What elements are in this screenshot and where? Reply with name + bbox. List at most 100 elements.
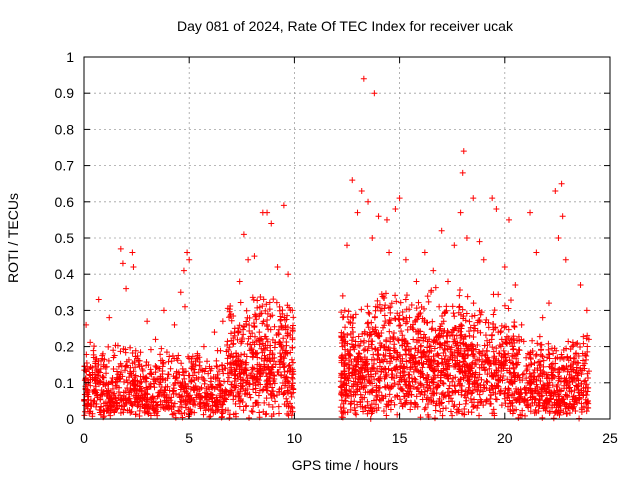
y-tick-label: 0.3 xyxy=(55,302,75,318)
data-point xyxy=(380,294,387,301)
data-point xyxy=(339,343,346,350)
data-point xyxy=(422,352,429,359)
data-point xyxy=(462,355,469,362)
data-point xyxy=(533,249,540,256)
data-point xyxy=(200,411,207,418)
data-point xyxy=(143,384,150,391)
data-point xyxy=(207,391,214,398)
data-point xyxy=(471,322,478,329)
data-point xyxy=(244,375,251,382)
data-point xyxy=(445,329,452,336)
data-point xyxy=(489,372,496,379)
data-point xyxy=(517,393,524,400)
data-point xyxy=(540,405,547,412)
data-point xyxy=(92,360,99,367)
data-point xyxy=(370,360,377,367)
data-point xyxy=(258,310,265,317)
data-point xyxy=(382,302,389,309)
data-point xyxy=(417,328,424,335)
data-point xyxy=(284,350,291,357)
data-point xyxy=(503,357,510,364)
data-point xyxy=(410,383,417,390)
data-point xyxy=(225,347,232,354)
data-point xyxy=(516,347,523,354)
data-point xyxy=(535,408,542,415)
data-point xyxy=(452,388,459,395)
data-point xyxy=(122,349,129,356)
data-point xyxy=(254,376,261,383)
data-point xyxy=(380,343,387,350)
data-point xyxy=(466,332,473,339)
data-point xyxy=(178,404,185,411)
data-point xyxy=(201,368,208,375)
data-point xyxy=(504,376,511,383)
data-point xyxy=(252,400,259,407)
data-point xyxy=(239,335,246,342)
data-point xyxy=(200,343,207,350)
data-point xyxy=(228,317,235,324)
data-point xyxy=(188,355,195,362)
data-point xyxy=(197,385,204,392)
data-point xyxy=(396,322,403,329)
data-point xyxy=(243,402,250,409)
data-point xyxy=(503,333,510,340)
data-point xyxy=(445,385,452,392)
data-point xyxy=(348,341,355,348)
data-point xyxy=(451,349,458,356)
data-point xyxy=(289,328,296,335)
data-point xyxy=(87,382,94,389)
data-point xyxy=(421,318,428,325)
data-point xyxy=(418,360,425,367)
data-point xyxy=(231,372,238,379)
data-point xyxy=(414,403,421,410)
data-point xyxy=(345,361,352,368)
data-point xyxy=(283,402,290,409)
data-point xyxy=(279,310,286,317)
data-point xyxy=(507,359,514,366)
data-point xyxy=(437,325,444,332)
data-point xyxy=(207,413,214,420)
data-point xyxy=(288,374,295,381)
data-point xyxy=(231,332,238,339)
data-point xyxy=(271,393,278,400)
data-point xyxy=(338,384,345,391)
data-point xyxy=(509,352,516,359)
data-point xyxy=(555,366,562,373)
data-point xyxy=(193,374,200,381)
data-point xyxy=(412,345,419,352)
data-point xyxy=(375,333,382,340)
data-point xyxy=(464,362,471,369)
data-point xyxy=(100,407,107,414)
x-axis-label: GPS time / hours xyxy=(292,457,399,473)
data-point xyxy=(443,307,450,314)
data-point xyxy=(451,313,458,320)
data-point xyxy=(435,367,442,374)
data-point xyxy=(536,397,543,404)
data-point xyxy=(263,410,270,417)
data-point xyxy=(465,384,472,391)
data-point xyxy=(558,351,565,358)
data-point xyxy=(451,242,458,249)
data-point xyxy=(561,400,568,407)
data-point xyxy=(284,302,291,309)
data-point xyxy=(188,409,195,416)
data-point xyxy=(447,372,454,379)
data-point xyxy=(355,342,362,349)
data-point xyxy=(153,409,160,416)
data-point xyxy=(440,380,447,387)
data-point xyxy=(393,349,400,356)
data-point xyxy=(357,398,364,405)
data-point xyxy=(453,409,460,416)
data-point xyxy=(421,406,428,413)
data-point xyxy=(516,399,523,406)
data-point xyxy=(283,395,290,402)
data-point xyxy=(404,326,411,333)
data-point xyxy=(354,388,361,395)
data-point xyxy=(163,349,170,356)
data-point xyxy=(438,355,445,362)
data-point xyxy=(111,408,118,415)
data-point xyxy=(529,337,536,344)
data-point xyxy=(276,307,283,314)
data-point xyxy=(190,384,197,391)
data-point xyxy=(88,403,95,410)
